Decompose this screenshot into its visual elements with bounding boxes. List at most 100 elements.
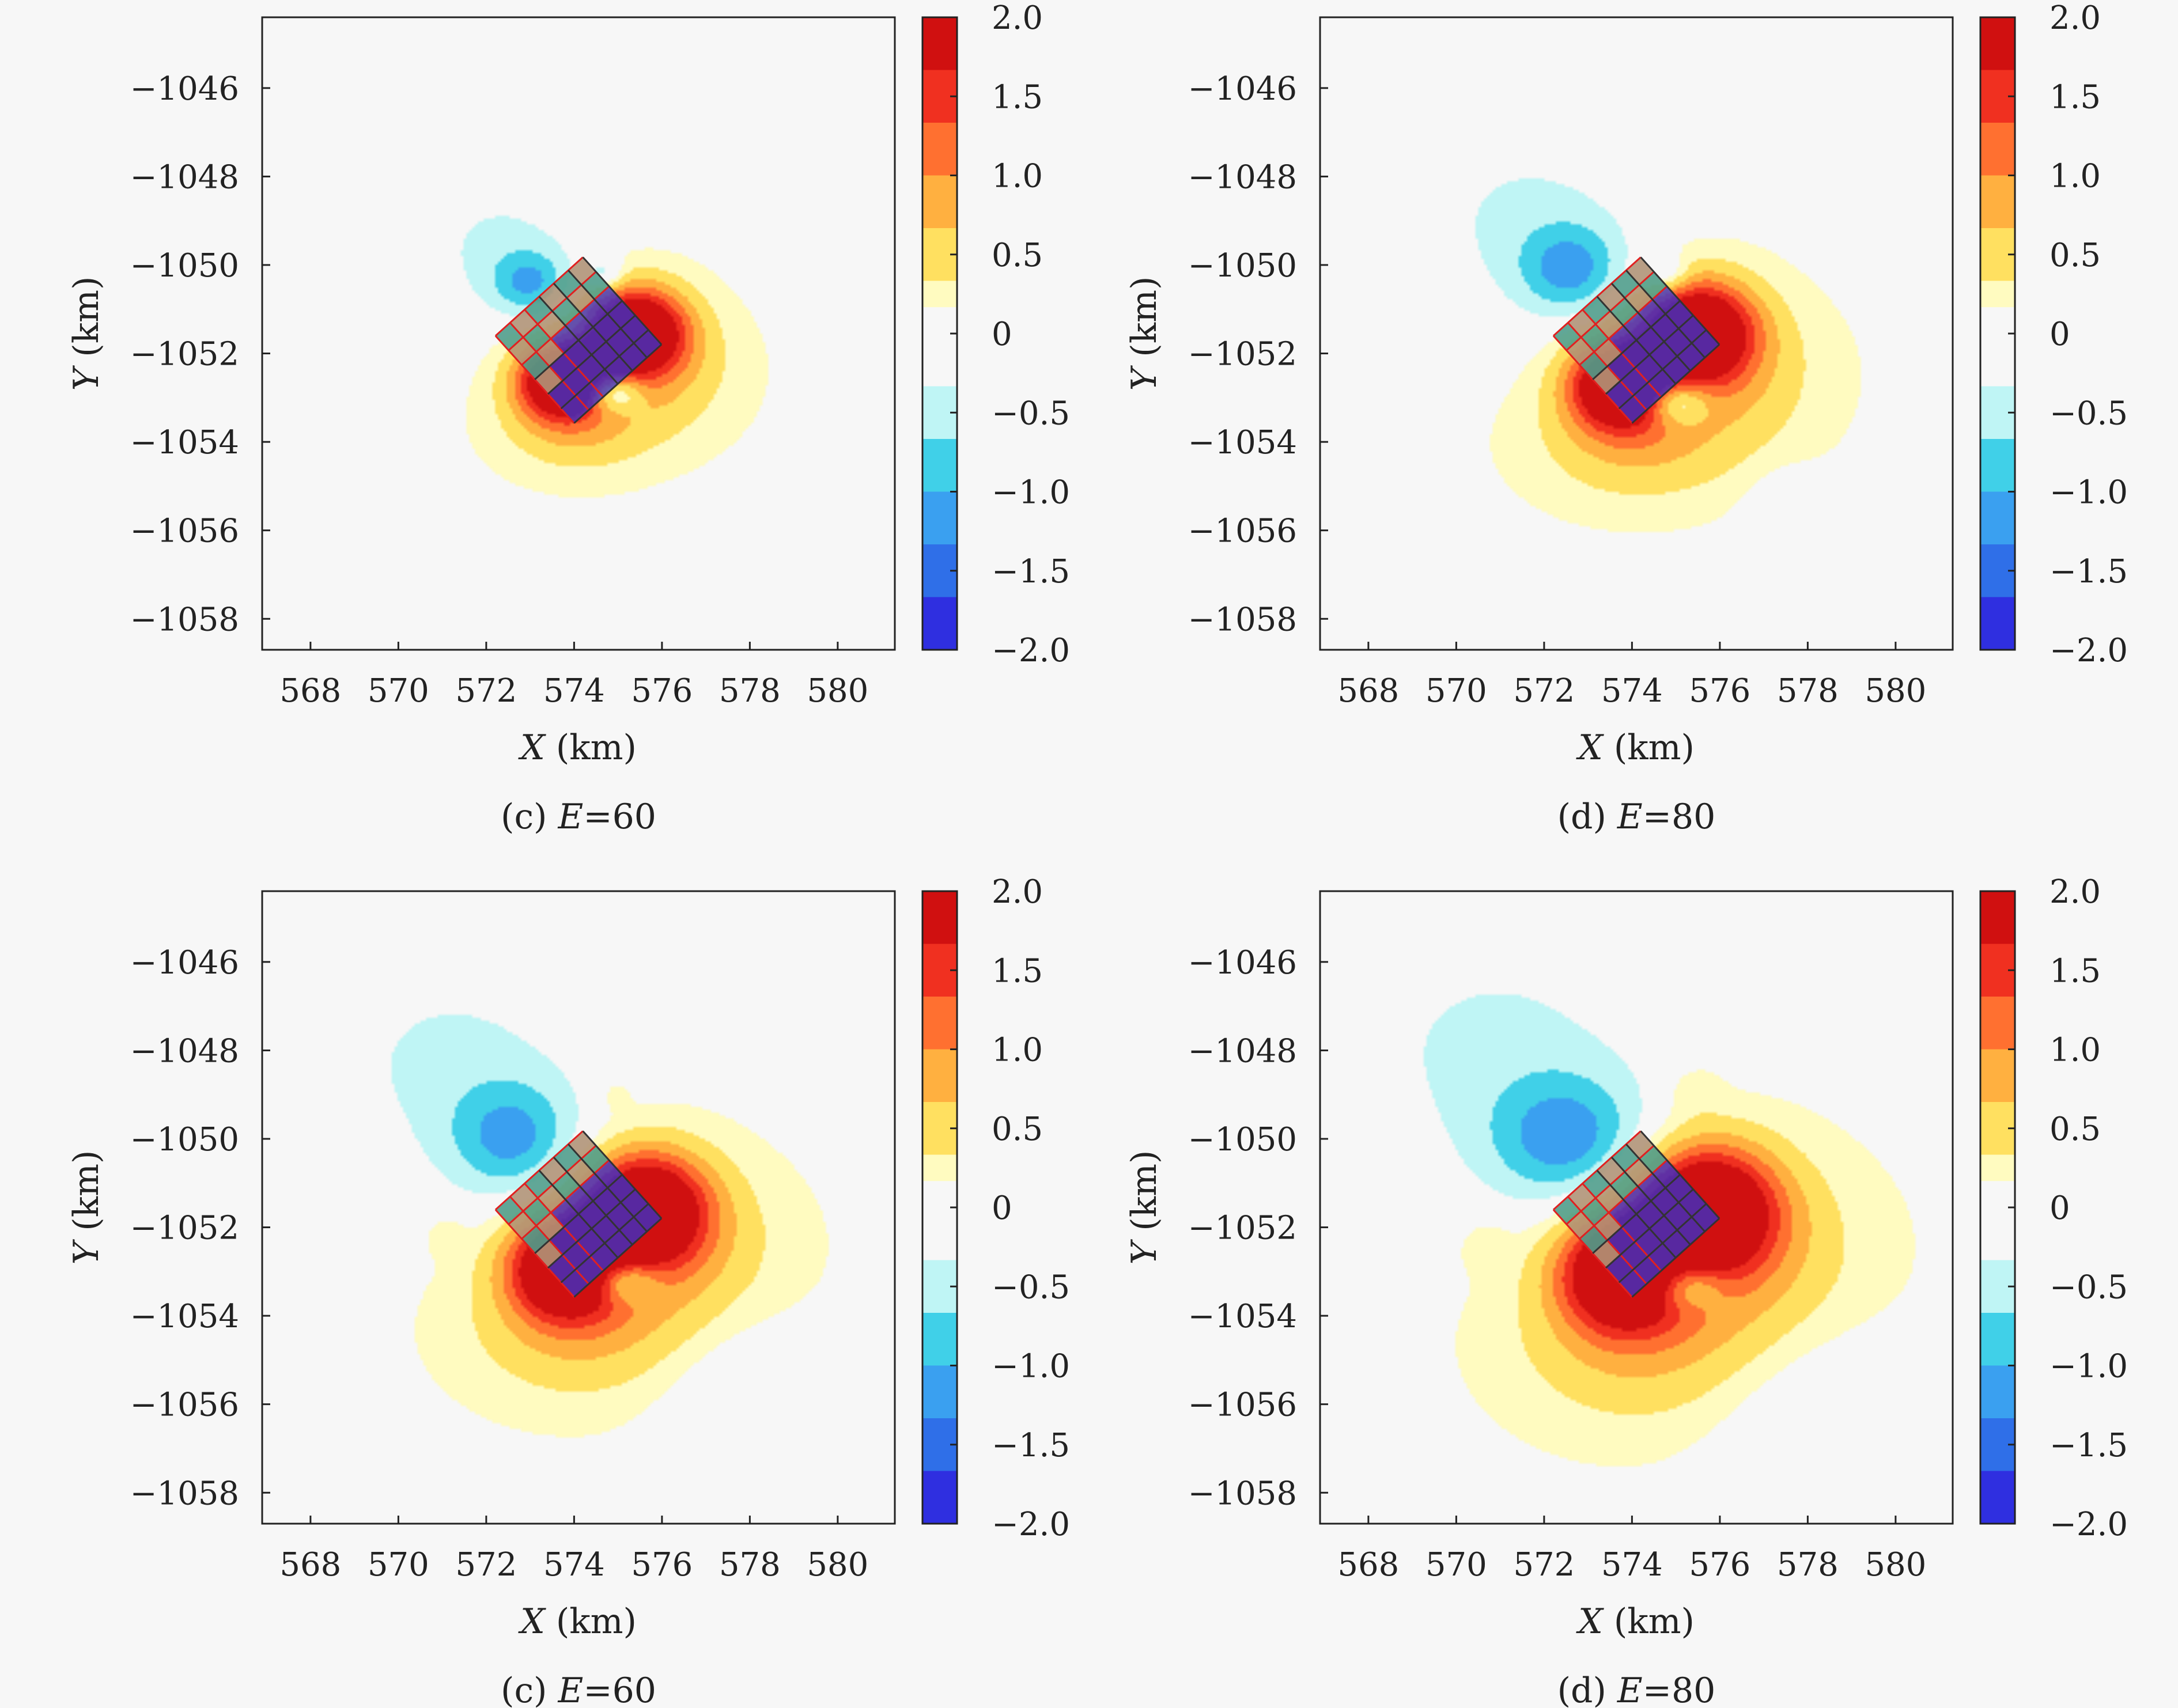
x-tick-label: 578 [719, 672, 781, 710]
colorbar-tick-label: −2.0 [992, 1506, 1070, 1543]
colorbar-band [922, 175, 957, 229]
colorbar-tick-label: 0 [992, 1190, 1012, 1227]
x-tick-label: 578 [1777, 672, 1839, 710]
colorbar-tick-label: −0.5 [992, 1268, 1070, 1306]
colorbar-band [922, 491, 957, 545]
fault-gridline [1631, 1217, 1721, 1298]
y-tick-label: −1048 [130, 158, 239, 196]
fault-gridline [582, 1130, 663, 1220]
x-tick-label: 568 [279, 672, 341, 710]
colorbar-tick-label: 1.5 [992, 952, 1043, 990]
colorbar-tick-label: −2.0 [2050, 1506, 2128, 1543]
y-tick-label: −1048 [1188, 158, 1297, 196]
caption-var: E [1617, 1671, 1643, 1708]
colorbar-band [922, 123, 957, 176]
y-tick-label: −1052 [130, 336, 239, 373]
colorbar-band [1980, 597, 2015, 650]
x-tick-label: 576 [1689, 672, 1750, 710]
x-axis-var: X [1576, 1601, 1604, 1642]
fault-gridline [1618, 329, 1707, 410]
colorbar-tick-label: 0 [2050, 1190, 2070, 1227]
y-tick-label: −1050 [1188, 1121, 1297, 1158]
caption-suffix: =80 [1643, 797, 1716, 837]
caption-prefix: (c) [501, 1671, 558, 1708]
colorbar-tick-label: −1.0 [2050, 1348, 2128, 1385]
fault-plane-grid [494, 256, 663, 424]
fault-gridline [1640, 1130, 1721, 1220]
x-tick-label: 576 [631, 672, 693, 710]
colorbar-band [922, 1049, 957, 1103]
x-tick-label: 580 [1865, 1546, 1926, 1584]
fault-gridline [1618, 1203, 1707, 1283]
chart-panel-4: 568 570 572 574 576 578 580 −1046 −1048 −1050 −105… [1124, 873, 2128, 1708]
chart-panel-3: 568 570 572 574 576 578 580 −1046 −1048 −1050 −105… [66, 873, 1070, 1708]
x-axis-title: X (km) [518, 728, 637, 768]
colorbar-tick-label: 0.5 [992, 1111, 1043, 1148]
y-tick-label: −1054 [130, 424, 239, 461]
y-tick-label: −1056 [130, 1387, 239, 1424]
x-tick-label: 578 [719, 1546, 781, 1584]
x-tick-label: 574 [1601, 672, 1663, 710]
x-axis-unit: (km) [1603, 1601, 1695, 1642]
x-axis-var: X [518, 728, 546, 768]
colorbar-band [922, 997, 957, 1050]
y-axis-var: Y [66, 1239, 107, 1264]
fault-gridline [1631, 343, 1721, 424]
y-axis-title: Y (km) [1124, 277, 1164, 391]
colorbar-tick-label: −1.0 [992, 474, 1070, 512]
colorbar: 2.0 1.5 1.0 0.5 0 −0.5 −1.0 −1.5 −2.0 [921, 0, 1070, 669]
y-axis-title: Y (km) [1124, 1150, 1164, 1265]
x-axis-var: X [518, 1601, 546, 1642]
colorbar-tick-label: 1.0 [2050, 1032, 2101, 1069]
colorbar-tick-label: −0.5 [2050, 1268, 2128, 1306]
colorbar-band [1980, 439, 2015, 492]
x-tick-label: 576 [631, 1546, 693, 1584]
x-tick-label: 578 [1777, 1546, 1839, 1584]
y-tick-label: −1058 [130, 1475, 239, 1512]
colorbar-band [1980, 123, 2015, 176]
colorbar-tick-label: 0.5 [992, 237, 1043, 274]
y-tick-label: −1050 [130, 247, 239, 285]
x-tick-label: 568 [279, 1546, 341, 1584]
panel-caption: (c) E=60 [501, 1671, 656, 1708]
y-tick-label: −1052 [130, 1210, 239, 1247]
caption-suffix: =80 [1643, 1671, 1716, 1708]
colorbar-band [1980, 17, 2015, 70]
caption-prefix: (d) [1557, 797, 1617, 837]
y-tick-label: −1046 [1188, 944, 1297, 982]
y-tick-label: −1056 [1188, 1387, 1297, 1424]
x-axis-unit: (km) [545, 1601, 637, 1642]
plot-frame [261, 890, 896, 1525]
colorbar-band [1980, 997, 2015, 1050]
caption-var: E [1617, 797, 1643, 837]
colorbar-band [1980, 175, 2015, 229]
colorbar-band [922, 1365, 957, 1419]
colorbar-tick-label: −1.5 [992, 1427, 1070, 1464]
y-tick-label: −1046 [1188, 70, 1297, 108]
colorbar-tick-label: −1.5 [2050, 553, 2128, 590]
colorbar-tick-label: 2.0 [2050, 873, 2101, 911]
fault-gridline [560, 1203, 649, 1283]
colorbar-band [922, 1471, 957, 1524]
colorbar-band [1980, 491, 2015, 545]
panel-caption: (c) E=60 [501, 797, 656, 837]
colorbar-tick-label: 2.0 [992, 873, 1043, 911]
y-tick-label: −1058 [130, 601, 239, 638]
panel-caption: (d) E=80 [1557, 797, 1716, 837]
x-axis-var: X [1576, 728, 1604, 768]
chart-panel-2: 568 570 572 574 576 578 580 −1046 −1048 −1050 −105… [1124, 0, 2128, 837]
fault-plane-grid [1552, 256, 1721, 424]
fault-plane-grid [1552, 1130, 1721, 1298]
caption-suffix: =60 [583, 1671, 656, 1708]
x-tick-label: 580 [1865, 672, 1926, 710]
colorbar-band [1980, 891, 2015, 944]
colorbar-tick-label: 0 [2050, 316, 2070, 353]
colorbar-tick-label: −0.5 [992, 395, 1070, 432]
caption-suffix: =60 [583, 797, 656, 837]
y-axis-unit: (km) [66, 1150, 107, 1242]
caption-prefix: (c) [501, 797, 558, 837]
colorbar-band [1980, 1313, 2015, 1366]
x-tick-label: 568 [1337, 1546, 1399, 1584]
colorbar-band [1980, 1049, 2015, 1103]
